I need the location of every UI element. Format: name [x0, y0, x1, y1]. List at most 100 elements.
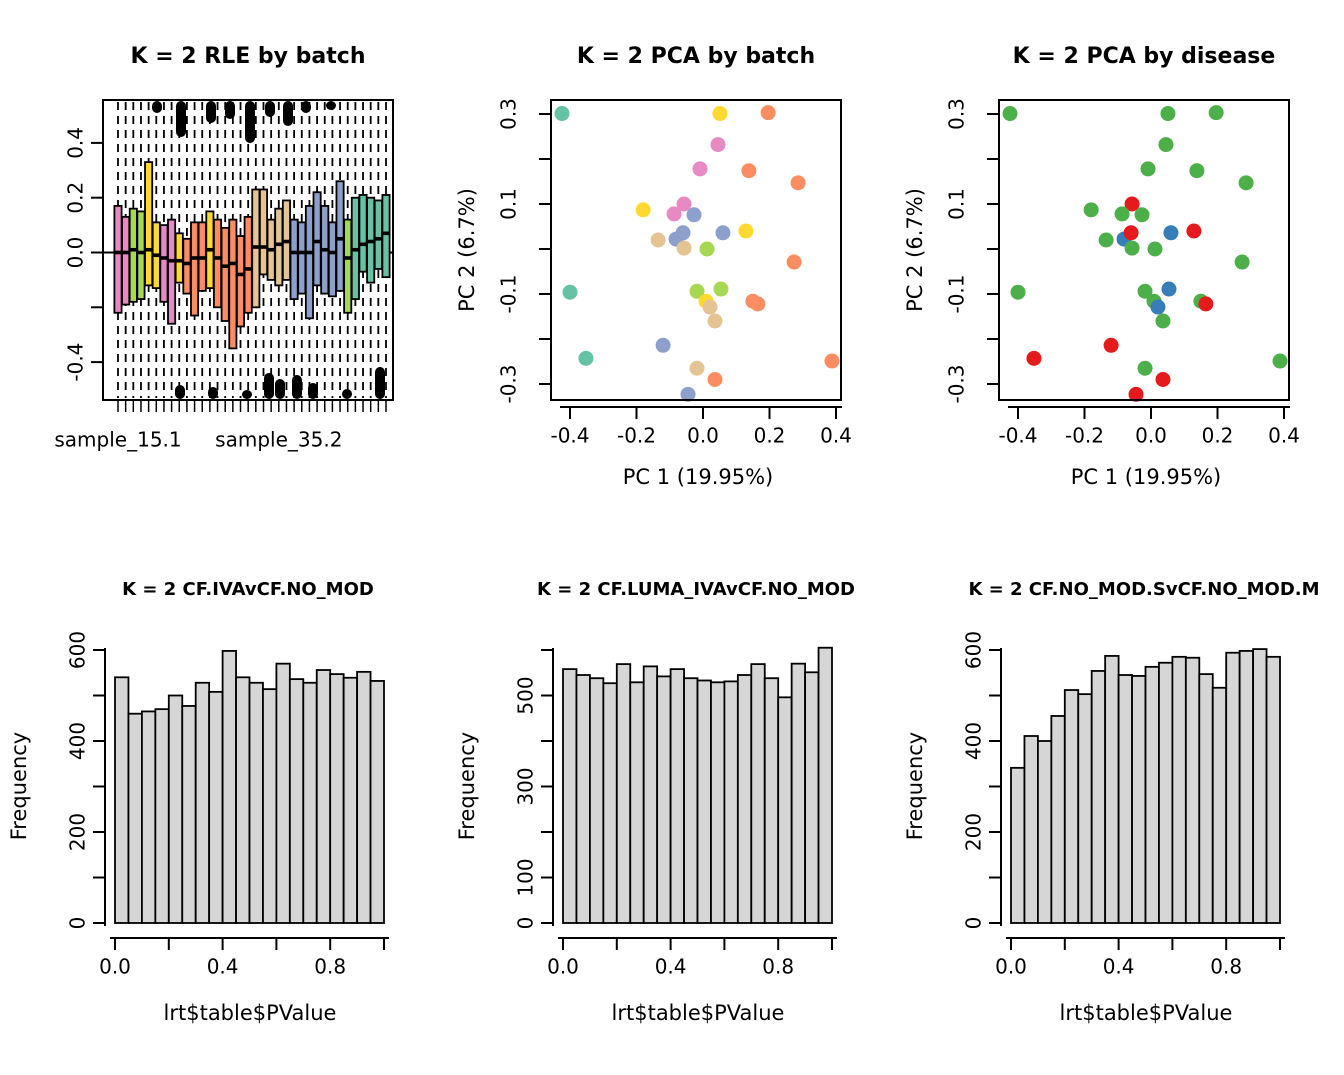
data-point	[699, 241, 715, 257]
hist-bar	[302, 681, 318, 924]
hist-bar	[1252, 648, 1268, 924]
x-tick-label: 0.0	[687, 424, 719, 448]
data-point	[1189, 163, 1205, 179]
box	[236, 235, 246, 328]
x-tick-label: -0.2	[617, 424, 656, 448]
x-tick-label: 0.4	[1103, 955, 1135, 979]
hist-bar	[181, 705, 197, 924]
box	[304, 205, 314, 320]
data-point	[680, 386, 696, 402]
data-point	[1208, 105, 1224, 121]
panel-pca-batch: K = 2 PCA by batch 0.3 0.1 -0.1 -0.3 PC 2 (6.…	[448, 0, 896, 538]
pca-batch-svg: K = 2 PCA by batch 0.3 0.1 -0.1 -0.3 PC 2 (6.…	[448, 0, 896, 538]
data-point	[655, 337, 671, 353]
hist-bar	[777, 696, 793, 924]
data-point	[1137, 283, 1153, 299]
boxplot-plot-area	[103, 101, 393, 399]
data-point	[707, 313, 723, 329]
box	[243, 215, 253, 314]
x-axis-label: lrt$table$PValue	[612, 1001, 785, 1025]
hist-cf-nomod-svg: K = 2 CF.NO_MOD.SvCF.NO_MOD.M 0 200 400 600 F…	[896, 537, 1344, 1075]
data-point	[1026, 350, 1042, 366]
data-point	[1114, 206, 1130, 222]
y-tick-label: 600	[962, 631, 986, 669]
hist-bar	[790, 662, 806, 924]
data-point	[712, 106, 728, 122]
x-tick-label: 0.0	[995, 955, 1027, 979]
hist-bar	[642, 665, 659, 924]
hist-bar	[723, 680, 739, 924]
hist-bar	[221, 650, 237, 924]
y-tick-label: 0	[66, 917, 90, 930]
chart-title: K = 2 CF.LUMA_IVAvCF.NO_MOD	[537, 579, 855, 600]
box	[343, 218, 353, 314]
hist-bar	[114, 676, 130, 924]
hist-bar	[1238, 650, 1254, 924]
data-point	[676, 240, 692, 256]
data-point	[689, 360, 705, 376]
box	[312, 191, 322, 287]
hist-bar	[750, 663, 766, 924]
y-tick-label: 0	[514, 917, 538, 930]
data-point	[1140, 161, 1156, 177]
panel-hist-cf-iva: K = 2 CF.IVAvCF.NO_MOD 0 200 400 600 Frequenc…	[0, 537, 448, 1075]
data-point	[1272, 353, 1288, 369]
box	[228, 218, 238, 350]
hist-bar	[1171, 655, 1187, 924]
scatter-plot-area	[554, 105, 840, 402]
data-point	[686, 207, 702, 223]
x-tick-label: 0.4	[820, 424, 852, 448]
hist-bar	[1104, 655, 1120, 924]
data-point	[554, 106, 570, 122]
hist-bar	[669, 668, 685, 924]
data-point	[1002, 106, 1018, 122]
data-point	[650, 232, 666, 248]
data-point	[786, 254, 802, 270]
data-point	[1163, 225, 1179, 241]
data-point	[1098, 232, 1114, 248]
hist-bar	[342, 676, 358, 924]
hist-bar	[804, 671, 820, 924]
hist-bar	[315, 669, 332, 924]
y-tick-label: 200	[962, 813, 986, 851]
box	[113, 205, 123, 314]
y-axis-label: Frequency	[903, 732, 927, 841]
data-point	[1158, 137, 1174, 153]
y-tick-label: 400	[66, 722, 90, 760]
y-tick-label: -0.3	[497, 364, 521, 403]
data-point	[1155, 372, 1171, 387]
data-point	[1238, 175, 1254, 191]
box	[358, 194, 368, 273]
y-axis-label: Frequency	[7, 732, 31, 841]
hist-bar	[1077, 693, 1093, 924]
y-tick-label: 600	[66, 631, 90, 669]
y-tick-label: 400	[962, 722, 986, 760]
data-point	[666, 206, 682, 222]
hist-bar	[736, 674, 753, 924]
box	[373, 199, 383, 270]
chart-title: K = 2 CF.IVAvCF.NO_MOD	[122, 579, 374, 600]
y-tick-label: 0.1	[945, 188, 969, 220]
y-axis-label: PC 2 (6.7%)	[455, 188, 479, 312]
x-tick-label: 0.0	[547, 955, 579, 979]
hist-bar	[763, 677, 780, 924]
data-point	[578, 350, 594, 366]
rle-boxplot-svg: K = 2 RLE by batch 0.4 0.2 0.0 -0.4 sample_15…	[0, 0, 448, 538]
hist-bars	[562, 646, 833, 924]
data-point	[562, 284, 578, 300]
data-point	[692, 161, 708, 177]
data-point	[707, 372, 723, 387]
x-tick-label: -0.4	[998, 424, 1037, 448]
hist-bar	[329, 673, 345, 924]
hist-bar	[710, 681, 726, 924]
y-tick-label: 300	[514, 767, 538, 805]
hist-bars	[114, 650, 385, 924]
data-point	[635, 202, 651, 218]
panel-hist-cf-nomod: K = 2 CF.NO_MOD.SvCF.NO_MOD.M 0 200 400 600 F…	[896, 537, 1344, 1075]
box	[381, 194, 391, 279]
box	[213, 218, 223, 309]
data-point	[760, 105, 776, 121]
y-tick-label: -0.3	[945, 364, 969, 403]
hist-cf-luma-svg: K = 2 CF.LUMA_IVAvCF.NO_MOD 0 100 300 500 Fre…	[448, 537, 896, 1075]
y-tick-label: 0.1	[497, 188, 521, 220]
